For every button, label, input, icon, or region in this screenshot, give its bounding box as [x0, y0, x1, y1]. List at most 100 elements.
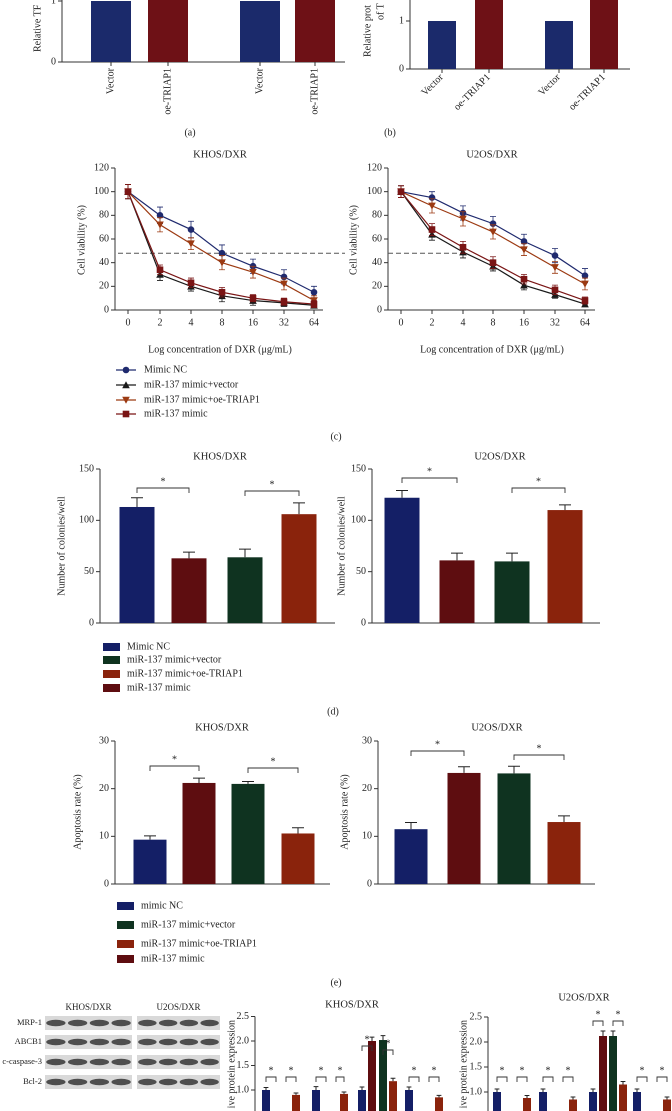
error-bar — [559, 504, 571, 511]
y-tick-label: 150 — [79, 463, 94, 474]
y-tick-label: 0 — [89, 617, 94, 628]
blot-band — [67, 1038, 88, 1046]
error-bar — [292, 827, 304, 834]
x-axis-label: Log concentration of DXR (μg/mL) — [148, 344, 292, 355]
significance-label: * — [435, 739, 440, 750]
bar — [569, 1099, 577, 1111]
x-tick-label: 2 — [430, 317, 435, 328]
chart-title: KHOS/DXR — [193, 149, 247, 160]
significance-label: * — [386, 1038, 391, 1049]
error-bar — [506, 552, 518, 562]
y-axis-label: ive protein expression — [226, 1020, 237, 1108]
marker — [428, 226, 436, 233]
bar — [475, 0, 503, 70]
marker — [520, 275, 528, 283]
error-bar — [369, 1036, 375, 1041]
bar — [590, 0, 618, 70]
blot-strip — [137, 1016, 220, 1030]
y-axis-label: Number of colonies/well — [56, 496, 67, 596]
chart-title: U2OS/DXR — [558, 992, 609, 1003]
bar — [389, 1081, 397, 1111]
y-tick-label: 1.5 — [237, 1060, 250, 1071]
marker — [459, 215, 467, 223]
blot-strip — [137, 1055, 220, 1069]
marker — [156, 212, 164, 219]
y-axis-label: Cell viability (%) — [76, 205, 87, 275]
x-tick-label: oe-TRIAP1 — [567, 72, 608, 113]
significance-bracket — [656, 1076, 668, 1082]
x-tick-label: 16 — [248, 317, 258, 328]
y-tick-label: 0 — [399, 63, 404, 74]
bar — [405, 1090, 413, 1111]
x-tick-label: oe-TRIAP1 — [309, 68, 320, 115]
x-tick-label: oe-TRIAP1 — [162, 68, 173, 115]
y-axis-label: Cell viability (%) — [348, 205, 359, 275]
legend-label: miR-137 mimic+oe-TRIAP1 — [144, 394, 260, 405]
error-bar — [380, 1035, 386, 1041]
marker — [397, 188, 405, 195]
blot-column-label: KHOS/DXR — [65, 1002, 111, 1012]
legend-swatch — [103, 684, 120, 692]
blot-strip — [45, 1016, 132, 1030]
panel-caption: (e) — [330, 977, 341, 988]
blot-column-label: U2OS/DXR — [156, 1002, 200, 1012]
blot-band — [89, 1058, 110, 1066]
y-axis-label: Apoptosis rate (%) — [339, 774, 350, 850]
legend-label: miR-137 mimic+vector — [141, 919, 236, 930]
x-tick-label: 64 — [309, 317, 319, 328]
y-tick-label: 20 — [372, 281, 382, 292]
y-tick-label: 0 — [104, 304, 109, 315]
legend-label: mimic NC — [141, 900, 183, 911]
y-tick-label: 100 — [79, 515, 94, 526]
legend-label: miR-137 mimic+oe-TRIAP1 — [127, 668, 243, 679]
y-tick-label: 40 — [99, 257, 109, 268]
x-tick-label: 0 — [399, 317, 404, 328]
error-bar — [293, 502, 305, 515]
chart-title: U2OS/DXR — [466, 149, 517, 160]
x-tick-label: Vector — [254, 67, 265, 94]
blot-band — [158, 1019, 178, 1027]
bar — [547, 822, 581, 884]
y-axis-label: ive protein expression — [458, 1020, 469, 1108]
chart-title: KHOS/DXR — [193, 451, 247, 462]
y-tick-label: 20 — [99, 281, 109, 292]
blot-band — [46, 1019, 66, 1027]
bar — [619, 1084, 627, 1111]
significance-bracket — [361, 1045, 373, 1051]
y-tick-label: 40 — [372, 257, 382, 268]
y-tick-label: 2.5 — [237, 1011, 250, 1022]
significance-label: * — [338, 1065, 343, 1076]
y-tick-label: 1 — [51, 0, 56, 6]
blot-band — [200, 1078, 219, 1086]
significance-label: * — [172, 754, 177, 765]
bar — [133, 839, 167, 884]
blot-row-label: Bcl-2 — [23, 1076, 42, 1086]
y-tick-label: 0 — [104, 878, 109, 889]
y-tick-label: 60 — [99, 233, 109, 244]
marker — [218, 249, 226, 257]
bar — [295, 0, 335, 62]
marker — [122, 410, 130, 418]
significance-label: * — [660, 1065, 665, 1076]
bar — [358, 1090, 366, 1111]
y-tick-label: 10 — [99, 831, 109, 842]
legend-label: miR-137 mimic+vector — [127, 654, 222, 665]
blot-band — [111, 1019, 131, 1027]
marker — [489, 228, 497, 236]
blot-strip — [137, 1075, 220, 1089]
significance-bracket — [401, 477, 458, 483]
marker — [122, 381, 130, 389]
error-bar — [664, 1096, 670, 1100]
blot-row-label: c-caspase-3 — [2, 1056, 42, 1066]
marker — [581, 272, 589, 279]
blot-band — [158, 1058, 178, 1066]
significance-bracket — [247, 767, 299, 773]
significance-label: * — [365, 1034, 370, 1045]
error-bar — [620, 1081, 626, 1085]
blot-row-label: MRP-1 — [17, 1017, 42, 1027]
significance-label: * — [271, 756, 276, 767]
error-bar — [193, 777, 205, 783]
bar — [292, 1094, 300, 1111]
blot-row-label: ABCB1 — [15, 1036, 42, 1046]
y-axis-label: Apoptosis rate (%) — [72, 774, 83, 850]
